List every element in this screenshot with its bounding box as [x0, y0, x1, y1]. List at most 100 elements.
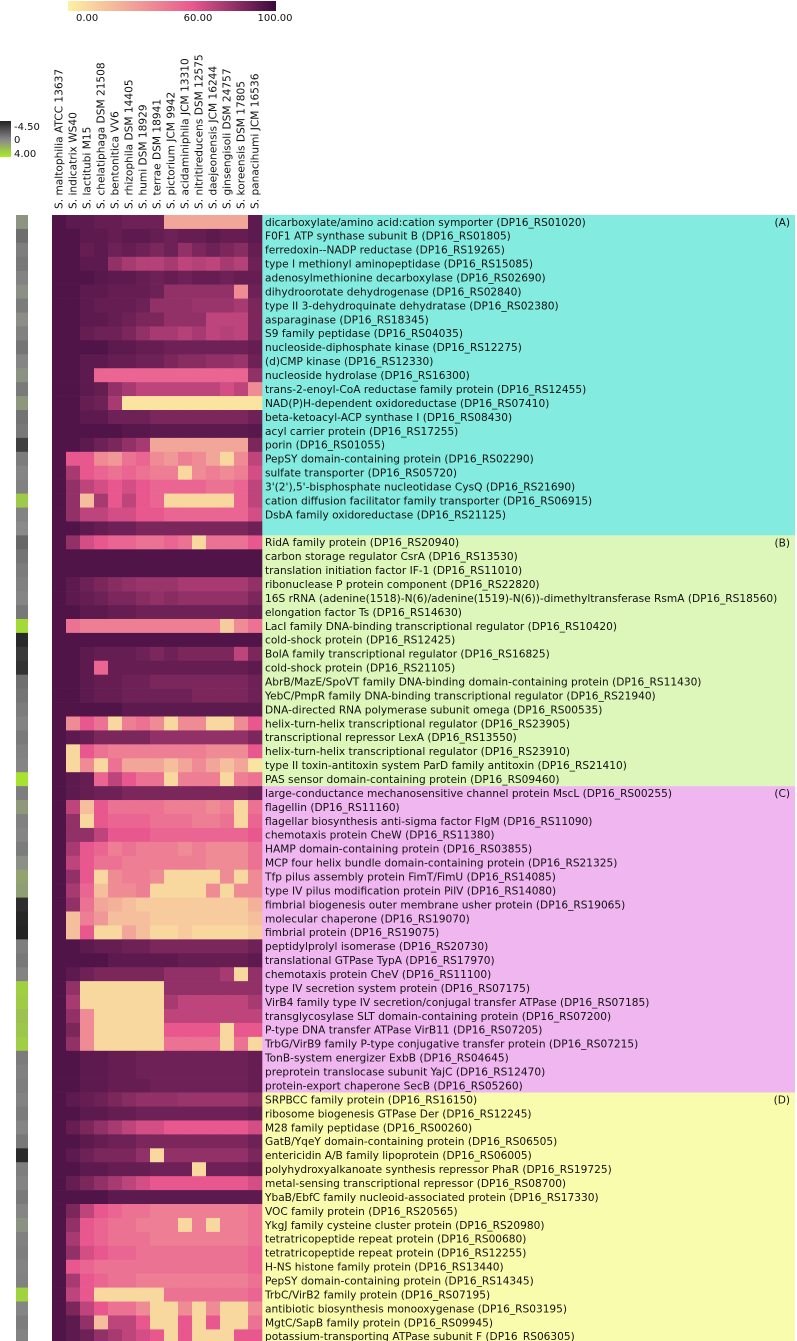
heatmap-cell	[248, 396, 263, 411]
heatmap-cell	[234, 1106, 249, 1121]
heatmap-cell	[94, 1106, 109, 1121]
heatmap-cell	[206, 1078, 221, 1093]
heatmap-cell	[178, 354, 193, 369]
heatmap-cell	[178, 382, 193, 397]
heatmap-cell	[136, 1148, 151, 1163]
heatmap-cell	[206, 925, 221, 940]
heatmap-cell	[206, 1287, 221, 1302]
heatmap-cell	[248, 646, 263, 662]
heatmap-cell	[192, 1245, 207, 1261]
heatmap-cell	[234, 1190, 249, 1205]
heatmap-cell	[234, 981, 249, 996]
heatmap-cell	[192, 981, 207, 996]
heatmap-cell	[164, 1092, 179, 1107]
fc-cell	[16, 1204, 28, 1219]
row-label: polyhydroxyalkanoate synthesis repressor…	[265, 1164, 612, 1176]
heatmap-cell	[164, 479, 179, 494]
heatmap-cell	[80, 326, 95, 341]
heatmap-cell	[66, 813, 81, 829]
heatmap-cell	[122, 674, 137, 689]
heatmap-cell	[136, 326, 151, 341]
heatmap-cell	[206, 618, 221, 634]
row-label: translational GTPase TypA (DP16_RS17970)	[265, 955, 495, 967]
heatmap-cell	[122, 256, 137, 272]
heatmap-cell	[178, 270, 193, 285]
heatmap-cell	[248, 1190, 263, 1205]
heatmap-cell	[220, 674, 235, 689]
heatmap-cell	[206, 967, 221, 982]
heatmap-cell	[248, 674, 263, 689]
heatmap-cell	[206, 1036, 221, 1052]
heatmap-cell	[150, 1259, 165, 1274]
heatmap-cell	[192, 688, 207, 703]
heatmap-cell	[136, 284, 151, 299]
heatmap-cell	[150, 618, 165, 634]
heatmap-cell	[150, 437, 165, 453]
heatmap-cell	[164, 967, 179, 982]
heatmap-cell	[108, 549, 123, 564]
heatmap-cell	[234, 507, 249, 522]
row-label: adenosylmethionine decarboxylase (DP16_R…	[265, 273, 546, 285]
heatmap-cell	[122, 1092, 137, 1107]
fc-cell	[16, 1273, 28, 1289]
heatmap-cell	[220, 827, 235, 843]
heatmap-cell	[80, 1190, 95, 1205]
heatmap-cell	[108, 1273, 123, 1288]
heatmap-cell	[192, 1064, 207, 1079]
fc-cell	[16, 660, 28, 676]
heatmap-cell	[150, 1106, 165, 1121]
heatmap-cell	[220, 1092, 235, 1107]
heatmap-cell	[122, 1162, 137, 1177]
heatmap-cell	[192, 1050, 207, 1066]
row-label: AbrB/MazE/SpoVT family DNA-binding domai…	[265, 676, 701, 688]
heatmap-cell	[80, 242, 95, 258]
heatmap-cell	[248, 1064, 263, 1079]
heatmap-cell	[248, 897, 263, 912]
heatmap-cell	[122, 758, 137, 773]
heatmap-cell	[234, 995, 249, 1010]
heatmap-cell	[94, 758, 109, 773]
heatmap-cell	[248, 1036, 263, 1052]
fc-column	[16, 215, 28, 1341]
fc-cell	[16, 577, 28, 592]
heatmap-cell	[136, 813, 151, 829]
fc-cell	[16, 688, 28, 703]
heatmap-cell	[234, 813, 249, 829]
heatmap-cell	[220, 632, 235, 648]
heatmap-cell	[122, 242, 137, 258]
row-label: type II toxin-antitoxin system ParD fami…	[265, 760, 627, 772]
heatmap-cell	[220, 256, 235, 272]
heatmap-cell	[234, 535, 249, 550]
heatmap-cell	[108, 437, 123, 453]
heatmap-cell	[94, 939, 109, 954]
heatmap-cell	[220, 1064, 235, 1079]
heatmap-cell	[206, 1009, 221, 1024]
heatmap-cell	[178, 772, 193, 787]
heatmap-cell	[150, 451, 165, 467]
heatmap-cell	[108, 758, 123, 773]
row-label: DsbA family oxidoreductase (DP16_RS21125…	[265, 509, 506, 521]
heatmap-cell	[122, 618, 137, 634]
heatmap-cell	[234, 354, 249, 369]
fc-legend-bar	[0, 121, 11, 157]
heatmap-cell	[136, 493, 151, 508]
heatmap-cell	[220, 577, 235, 592]
heatmap-cell	[122, 1176, 137, 1191]
heatmap-cell	[108, 396, 123, 411]
heatmap-cell	[178, 632, 193, 648]
heatmap-cell	[164, 535, 179, 550]
fc-cell	[16, 354, 28, 369]
heatmap-cell	[248, 382, 263, 397]
heatmap-cell	[52, 242, 67, 258]
fc-cell	[16, 270, 28, 286]
heatmap-cell	[248, 242, 263, 258]
heatmap-cell	[234, 618, 249, 634]
heatmap-cell	[122, 326, 137, 341]
heatmap-cell	[206, 883, 221, 898]
heatmap-cell	[52, 1231, 67, 1247]
heatmap-cell	[248, 479, 263, 494]
column-label: S. panacihumi JCM 16536	[250, 73, 262, 209]
heatmap-cell	[220, 507, 235, 522]
heatmap-cell	[136, 618, 151, 634]
heatmap-cell	[192, 869, 207, 884]
